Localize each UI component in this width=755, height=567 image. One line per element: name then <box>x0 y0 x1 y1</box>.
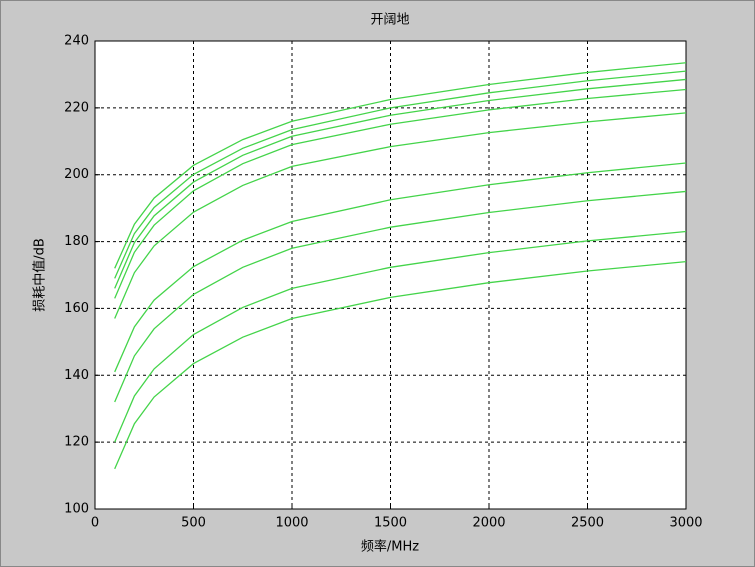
series-line <box>114 190 687 403</box>
series-line <box>114 70 687 279</box>
series-line <box>114 162 687 373</box>
plot-border <box>94 40 687 510</box>
y-tick-label: 160 <box>64 301 89 316</box>
series-line <box>114 78 687 289</box>
y-tick-label: 220 <box>64 100 89 115</box>
y-tick-label: 200 <box>64 167 89 182</box>
y-tick-label: 120 <box>64 435 89 450</box>
x-tick-label: 500 <box>181 516 206 531</box>
x-tick-label: 1000 <box>275 516 308 531</box>
x-tick-label: 2500 <box>571 516 604 531</box>
y-tick-label: 240 <box>64 34 89 49</box>
series-line <box>114 260 687 470</box>
y-tick-label: 180 <box>64 234 89 249</box>
x-tick-label: 3000 <box>669 516 702 531</box>
series-line <box>114 62 687 269</box>
chart-title: 开阔地 <box>370 13 409 28</box>
series-line <box>114 88 687 299</box>
y-axis-label: 损耗中值/dB <box>32 238 48 312</box>
series-line <box>114 112 687 319</box>
x-tick-label: 2000 <box>472 516 505 531</box>
x-tick-label: 1500 <box>374 516 407 531</box>
x-axis-label: 频率/MHz <box>361 539 419 555</box>
series-line <box>114 230 687 443</box>
y-tick-label: 140 <box>64 368 89 383</box>
y-tick-label: 100 <box>64 502 89 517</box>
x-tick-label: 0 <box>91 516 99 531</box>
